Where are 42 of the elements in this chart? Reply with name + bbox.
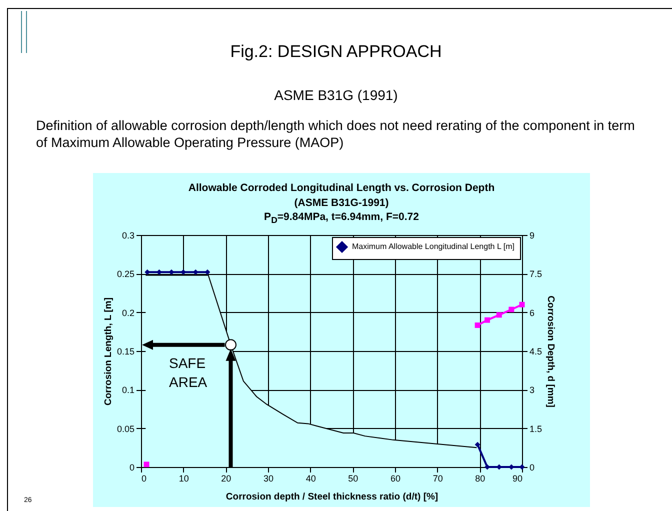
point (484, 317, 490, 323)
y-tick-label: 0.3 (122, 230, 134, 240)
y-tick-label: 0.05 (116, 424, 134, 434)
x-tick-label: 40 (306, 474, 316, 484)
point (474, 322, 480, 328)
text: ASME B31G (1991) (273, 87, 399, 103)
y-tick-label: 0.25 (116, 269, 134, 280)
y2-tick-label: 0 (530, 462, 535, 472)
y-tick-label: 0.1 (122, 385, 134, 396)
annotation: SAFE AREA (169, 355, 208, 390)
x-axis-title: Corrosion depth / Steel thickness ratio (d/t) [%] (226, 492, 438, 502)
y-tick-label: 0 (129, 462, 134, 472)
chart-title: Allowable Corroded Longitudinal Length vs. Corrosion Depth (188, 182, 495, 194)
y-axis-title: Corrosion Length, L [m] (102, 297, 114, 406)
x-tick-label: 60 (390, 474, 401, 484)
y2-tick-label: 3 (530, 385, 535, 396)
y2-axis-title: Corrosion Depth, d [mm] (545, 296, 556, 408)
y2-tick-label: 1.5 (530, 424, 542, 434)
y-tick-label: 0.15 (116, 346, 134, 356)
x-tick-label: 80 (475, 474, 486, 484)
point (519, 302, 525, 308)
point (496, 312, 502, 318)
x-tick-label: 20 (221, 474, 232, 484)
x-tick-label: 10 (178, 474, 189, 484)
x-tick-label: 70 (432, 474, 443, 484)
legend-label: Maximum Allowable Longitudinal Length L [m] (352, 242, 514, 251)
x-tick-label: 30 (263, 474, 274, 484)
y2-tick-label: 9 (530, 230, 535, 240)
x-tick-label: 90 (512, 474, 522, 484)
text: P$_{D}$=9.84MPa, t=6.94mm, F=0.72 (264, 211, 419, 226)
y2-tick-label: 4.5 (530, 346, 542, 356)
chart-subtitle: (ASME B31G-1991) (294, 196, 389, 208)
x-tick-label: 50 (348, 474, 358, 484)
point (474, 442, 480, 448)
caption: Fig.2: DESIGN APPROACH (229, 42, 443, 62)
text: Definition of allowable corrosion depth/length which does not need rerating of the component in term of Maximum Allowable Operating Pressure (MAOP) (36, 117, 636, 151)
y-tick-label: 0.2 (122, 308, 134, 318)
point (225, 339, 236, 351)
y2-tick-label: 7.5 (530, 269, 542, 280)
y2-tick-label: 6 (530, 308, 535, 318)
point (508, 306, 514, 312)
x-tick-label: 0 (142, 474, 147, 484)
